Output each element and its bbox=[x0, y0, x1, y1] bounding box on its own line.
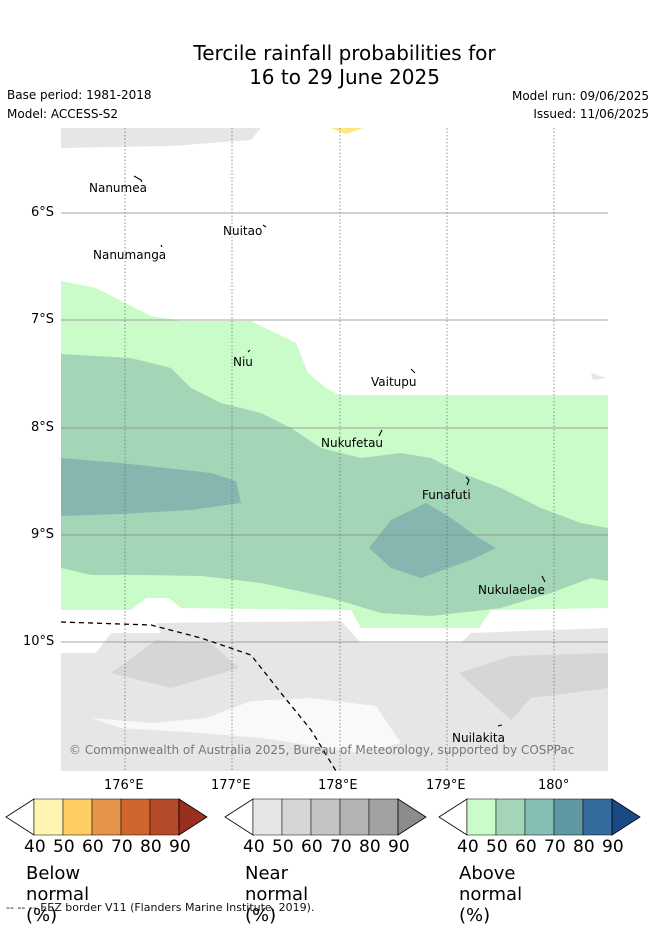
colorbar-svg bbox=[224, 798, 427, 836]
eez-border bbox=[61, 621, 337, 771]
colorbar-tick-label: 70 bbox=[330, 837, 352, 857]
colorbar-segment bbox=[33, 798, 64, 836]
place-nuitao: Nuitao bbox=[223, 224, 263, 238]
near-normal-50-patch-east bbox=[459, 653, 608, 720]
colorbar-svg bbox=[5, 798, 208, 836]
colorbar-segment bbox=[149, 798, 180, 836]
colorbar-segment bbox=[252, 798, 283, 836]
nukufetau-island bbox=[378, 429, 383, 437]
colorbar-high-extension bbox=[397, 798, 427, 836]
nanumea-island bbox=[133, 175, 143, 183]
colorbar-tick-label: 70 bbox=[111, 837, 133, 857]
colorbar-tick-label: 50 bbox=[272, 837, 294, 857]
colorbar-tick-label: 40 bbox=[243, 837, 265, 857]
funafuti-island bbox=[465, 476, 470, 486]
colorbar-tick-label: 70 bbox=[544, 837, 566, 857]
colorbar-segment bbox=[339, 798, 370, 836]
colorbar-segment bbox=[524, 798, 555, 836]
colorbar-low-extension bbox=[224, 798, 254, 836]
colorbar-segment bbox=[495, 798, 526, 836]
lat-label-9s: 9°S bbox=[31, 527, 55, 542]
lon-label-180: 180° bbox=[538, 778, 570, 793]
lon-label-177e: 177°E bbox=[211, 778, 251, 793]
nuitao-island bbox=[262, 224, 267, 228]
lon-label-176e: 176°E bbox=[104, 778, 144, 793]
colorbar-tick-label: 40 bbox=[457, 837, 479, 857]
lat-label-10s: 10°S bbox=[23, 634, 55, 649]
near-normal-50-patch-west bbox=[111, 640, 239, 688]
probability-map bbox=[61, 128, 608, 771]
colorbar-tick-label: 50 bbox=[486, 837, 508, 857]
place-nuilakita: Nuilakita bbox=[452, 731, 505, 745]
colorbar-high-extension bbox=[178, 798, 208, 836]
colorbar-tick-label: 80 bbox=[573, 837, 595, 857]
colorbar-segment bbox=[368, 798, 399, 836]
colorbar-tick-label: 90 bbox=[169, 837, 191, 857]
eez-footnote: -- -- -- EEZ border V11 (Flanders Marine… bbox=[6, 901, 315, 914]
colorbar-svg bbox=[438, 798, 641, 836]
colorbar-segment bbox=[582, 798, 613, 836]
colorbar-tick-label: 90 bbox=[602, 837, 624, 857]
nukulaelae-island bbox=[541, 575, 546, 583]
colorbar-tick-label: 80 bbox=[359, 837, 381, 857]
place-nukulaelae: Nukulaelae bbox=[478, 583, 545, 597]
near-normal-region-top bbox=[61, 128, 261, 148]
above-normal-40-east bbox=[591, 373, 606, 380]
colorbar-segment bbox=[553, 798, 584, 836]
above-normal-60-patch-west bbox=[61, 458, 241, 516]
colorbar-low-extension bbox=[5, 798, 35, 836]
place-vaitupu: Vaitupu bbox=[371, 375, 417, 389]
nanumanga-island bbox=[160, 244, 163, 248]
colorbar-tick-label: 60 bbox=[515, 837, 537, 857]
above-normal-60-patch-east bbox=[369, 503, 496, 578]
colorbar-segment bbox=[62, 798, 93, 836]
colorbar-segment bbox=[281, 798, 312, 836]
colorbar-tick-label: 40 bbox=[24, 837, 46, 857]
colorbar-title: Below normal (%) bbox=[26, 863, 90, 926]
colorbar-low-extension bbox=[438, 798, 468, 836]
colorbar-segment bbox=[120, 798, 151, 836]
colorbar-tick-label: 60 bbox=[82, 837, 104, 857]
base-period: Base period: 1981-2018 bbox=[7, 88, 152, 102]
colorbar-title: Near normal (%) bbox=[245, 863, 309, 926]
lon-label-179e: 179°E bbox=[426, 778, 466, 793]
nuilakita-island bbox=[497, 724, 503, 727]
lat-label-6s: 6°S bbox=[31, 205, 55, 220]
place-nukufetau: Nukufetau bbox=[321, 436, 384, 450]
colorbar-tick-label: 80 bbox=[140, 837, 162, 857]
place-nanumanga: Nanumanga bbox=[93, 248, 167, 262]
below-normal-patch bbox=[331, 128, 363, 134]
model-name: Model: ACCESS-S2 bbox=[7, 107, 119, 121]
niu-island bbox=[247, 349, 251, 353]
place-nanumea: Nanumea bbox=[89, 181, 147, 195]
copyright-notice: © Commonwealth of Australia 2025, Bureau… bbox=[69, 743, 575, 757]
model-run: Model run: 09/06/2025 bbox=[511, 89, 649, 103]
issued-date: Issued: 11/06/2025 bbox=[533, 107, 649, 121]
colorbar-tick-label: 90 bbox=[388, 837, 410, 857]
colorbar-title: Above normal (%) bbox=[459, 863, 523, 926]
vaitupu-island bbox=[410, 368, 416, 374]
place-funafuti: Funafuti bbox=[422, 488, 471, 502]
lat-label-7s: 7°S bbox=[31, 312, 55, 327]
colorbar-segment bbox=[310, 798, 341, 836]
map-title-line1: Tercile rainfall probabilities for bbox=[193, 41, 496, 65]
colorbar-high-extension bbox=[611, 798, 641, 836]
lon-label-178e: 178°E bbox=[318, 778, 358, 793]
colorbar-tick-label: 60 bbox=[301, 837, 323, 857]
colorbar-tick-label: 50 bbox=[53, 837, 75, 857]
lat-label-8s: 8°S bbox=[31, 420, 55, 435]
colorbar-segment bbox=[91, 798, 122, 836]
colorbar-segment bbox=[466, 798, 497, 836]
place-niu: Niu bbox=[233, 355, 253, 369]
map-title-line2: 16 to 29 June 2025 bbox=[249, 65, 440, 89]
